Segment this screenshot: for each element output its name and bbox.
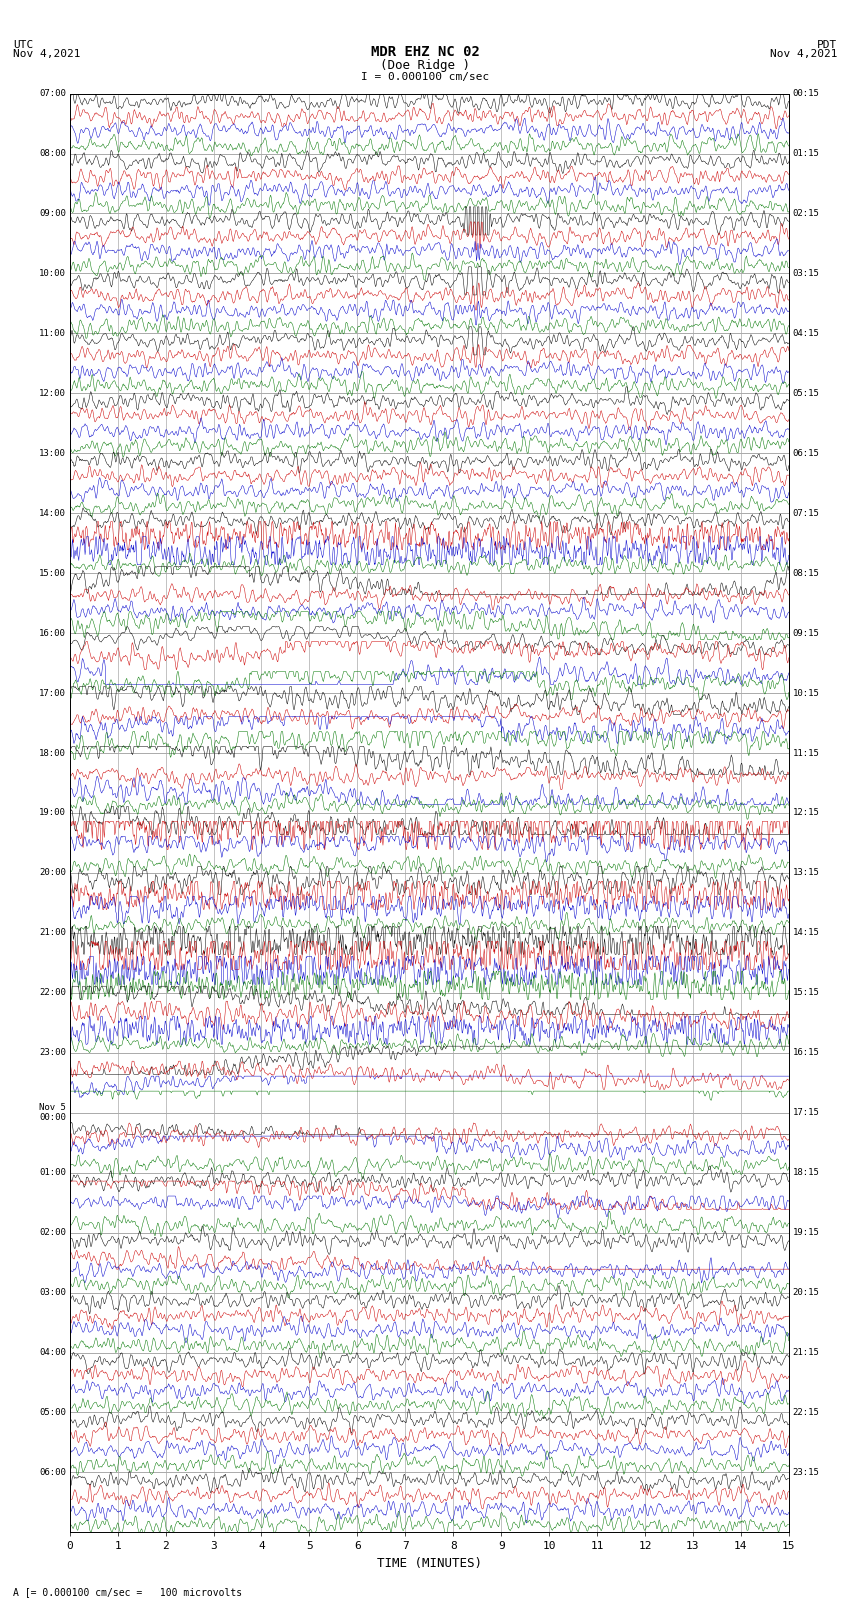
- Text: 19:00: 19:00: [39, 808, 66, 818]
- Text: 07:00: 07:00: [39, 89, 66, 98]
- Text: UTC: UTC: [13, 40, 33, 50]
- Text: 20:00: 20:00: [39, 868, 66, 877]
- Text: 23:00: 23:00: [39, 1048, 66, 1057]
- Text: 21:00: 21:00: [39, 929, 66, 937]
- Text: 06:00: 06:00: [39, 1468, 66, 1478]
- Text: (Doe Ridge ): (Doe Ridge ): [380, 58, 470, 73]
- Text: 18:00: 18:00: [39, 748, 66, 758]
- Text: 02:15: 02:15: [792, 210, 819, 218]
- Text: 23:15: 23:15: [792, 1468, 819, 1478]
- Text: 18:15: 18:15: [792, 1168, 819, 1177]
- Text: 03:15: 03:15: [792, 269, 819, 277]
- Text: 07:15: 07:15: [792, 508, 819, 518]
- Text: 02:00: 02:00: [39, 1227, 66, 1237]
- Text: 10:15: 10:15: [792, 689, 819, 697]
- Text: 04:00: 04:00: [39, 1348, 66, 1357]
- Text: 16:15: 16:15: [792, 1048, 819, 1057]
- Text: 08:00: 08:00: [39, 148, 66, 158]
- Text: 21:15: 21:15: [792, 1348, 819, 1357]
- Text: A [= 0.000100 cm/sec =   100 microvolts: A [= 0.000100 cm/sec = 100 microvolts: [13, 1587, 242, 1597]
- Text: MDR EHZ NC 02: MDR EHZ NC 02: [371, 45, 479, 60]
- Text: 05:00: 05:00: [39, 1408, 66, 1416]
- Text: 00:15: 00:15: [792, 89, 819, 98]
- Text: 15:15: 15:15: [792, 989, 819, 997]
- Text: 01:15: 01:15: [792, 148, 819, 158]
- Text: 05:15: 05:15: [792, 389, 819, 398]
- Text: 12:15: 12:15: [792, 808, 819, 818]
- Text: Nov 4,2021: Nov 4,2021: [13, 50, 80, 60]
- Text: 08:15: 08:15: [792, 569, 819, 577]
- Text: 20:15: 20:15: [792, 1289, 819, 1297]
- Text: 04:15: 04:15: [792, 329, 819, 337]
- Text: 09:00: 09:00: [39, 210, 66, 218]
- Text: PDT: PDT: [817, 40, 837, 50]
- Text: 01:00: 01:00: [39, 1168, 66, 1177]
- Text: 14:00: 14:00: [39, 508, 66, 518]
- Text: 19:15: 19:15: [792, 1227, 819, 1237]
- Text: 12:00: 12:00: [39, 389, 66, 398]
- Text: 11:00: 11:00: [39, 329, 66, 337]
- Text: I = 0.000100 cm/sec: I = 0.000100 cm/sec: [361, 71, 489, 82]
- Text: 16:00: 16:00: [39, 629, 66, 637]
- Text: 14:15: 14:15: [792, 929, 819, 937]
- Text: 22:15: 22:15: [792, 1408, 819, 1416]
- Text: 13:15: 13:15: [792, 868, 819, 877]
- Text: 13:00: 13:00: [39, 448, 66, 458]
- Text: 06:15: 06:15: [792, 448, 819, 458]
- X-axis label: TIME (MINUTES): TIME (MINUTES): [377, 1557, 482, 1569]
- Text: 10:00: 10:00: [39, 269, 66, 277]
- Text: 11:15: 11:15: [792, 748, 819, 758]
- Text: 17:15: 17:15: [792, 1108, 819, 1118]
- Text: 03:00: 03:00: [39, 1289, 66, 1297]
- Text: 15:00: 15:00: [39, 569, 66, 577]
- Text: 09:15: 09:15: [792, 629, 819, 637]
- Text: Nov 5
00:00: Nov 5 00:00: [39, 1103, 66, 1123]
- Text: 17:00: 17:00: [39, 689, 66, 697]
- Text: 22:00: 22:00: [39, 989, 66, 997]
- Text: Nov 4,2021: Nov 4,2021: [770, 50, 837, 60]
